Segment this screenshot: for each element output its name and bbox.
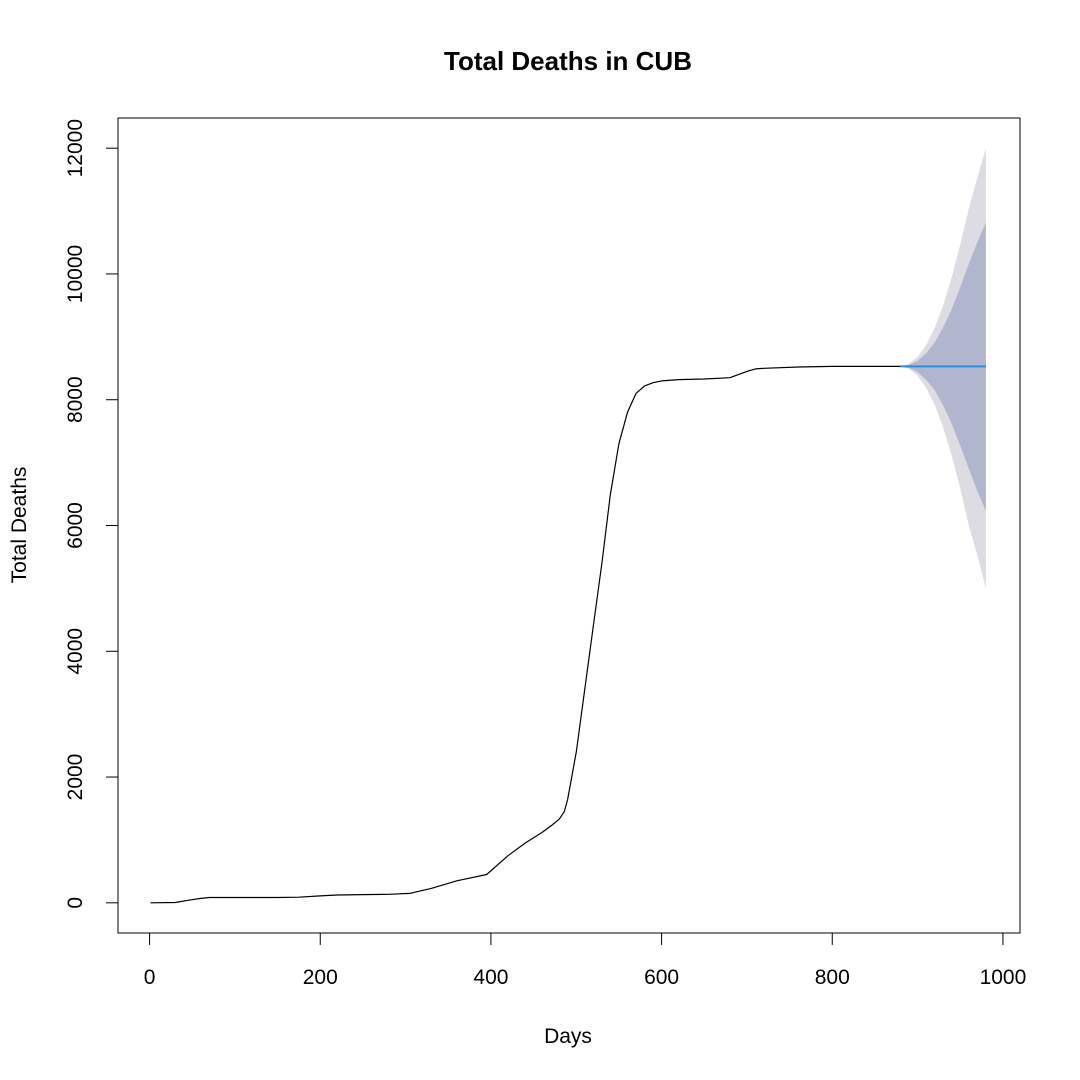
x-axis-label: Days (544, 1025, 592, 1048)
y-tick-label: 8000 (64, 376, 87, 423)
x-tick-label: 0 (144, 966, 156, 989)
series-lines (150, 365, 986, 904)
forecast-bands (900, 148, 986, 589)
y-tick-label: 4000 (64, 628, 87, 675)
x-tick-label: 800 (815, 966, 850, 989)
y-axis-label: Total Deaths (8, 467, 31, 584)
y-tick-label: 12000 (64, 119, 87, 177)
y-tick-label: 0 (64, 897, 87, 909)
y-tick-label: 10000 (64, 245, 87, 303)
plot-area-frame (117, 117, 1021, 934)
observed-line (150, 365, 901, 904)
x-tick-label: 200 (303, 966, 338, 989)
x-tick-label: 400 (473, 966, 508, 989)
y-tick-label: 6000 (64, 502, 87, 549)
y-axis: 0 2000 4000 6000 8000 10000 12000 (64, 119, 119, 909)
x-tick-label: 1000 (980, 966, 1027, 989)
x-tick-label: 600 (644, 966, 679, 989)
chart-title: Total Deaths in CUB (444, 46, 692, 76)
x-axis: 0 200 400 600 800 1000 (144, 932, 1027, 989)
y-tick-label: 2000 (64, 754, 87, 801)
